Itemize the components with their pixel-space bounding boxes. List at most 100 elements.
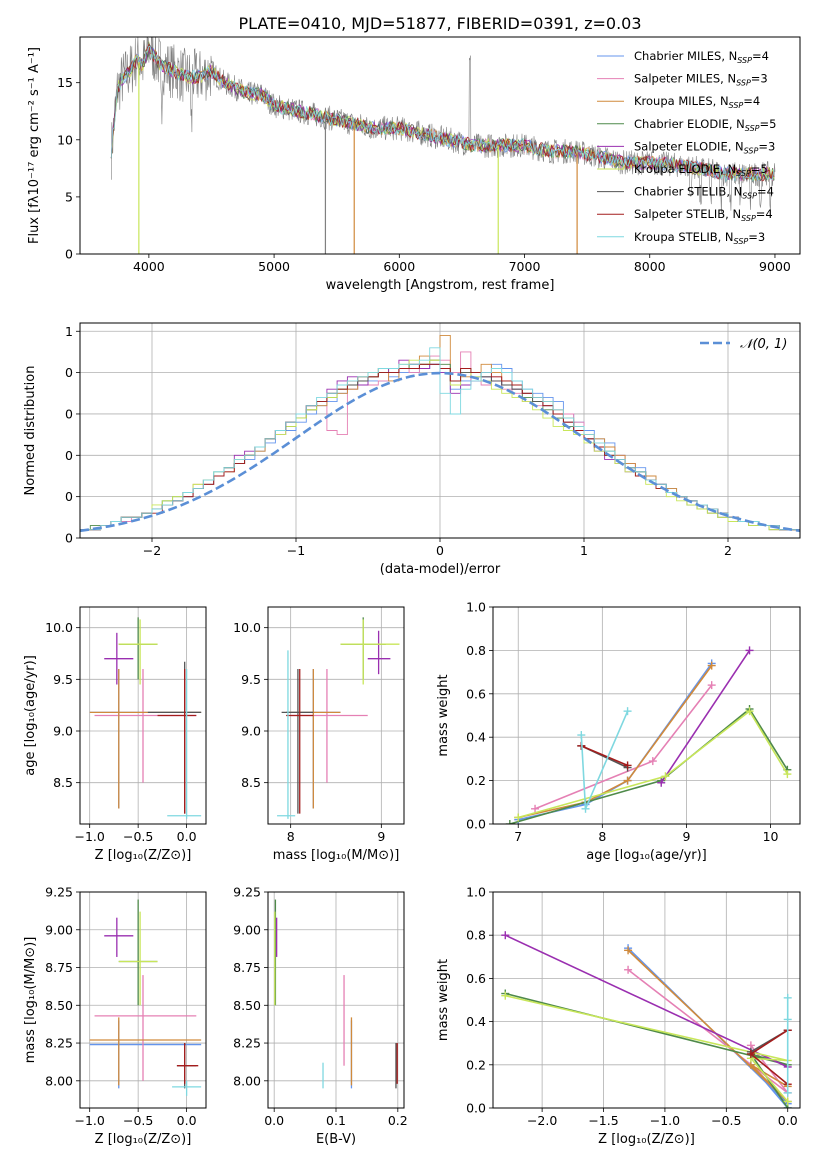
plot-area bbox=[80, 334, 800, 538]
weight-marker bbox=[624, 946, 633, 955]
y-axis-label: mass [log₁₀(M/M⊙)] bbox=[23, 937, 38, 1064]
x-tick-label: 0 bbox=[436, 543, 444, 558]
x-tick-label: −0.5 bbox=[711, 1113, 741, 1128]
y-tick-label: 0.0 bbox=[466, 817, 486, 832]
plot-area bbox=[505, 646, 792, 824]
errorbar-point bbox=[176, 1043, 199, 1084]
weight-marker bbox=[648, 757, 657, 766]
errorbar-point bbox=[89, 1017, 202, 1086]
legend-label: Salpeter MILES, NSSP=3 bbox=[634, 72, 768, 88]
legend-label: 𝒩(0, 1) bbox=[740, 337, 787, 352]
axes-frame bbox=[79, 322, 801, 539]
y-tick-label: 1.0 bbox=[466, 885, 486, 900]
weight-line bbox=[660, 649, 751, 784]
x-tick-label: 0.2 bbox=[388, 1113, 408, 1128]
y-tick-label: 0 bbox=[65, 531, 73, 546]
x-tick-label: 9 bbox=[682, 829, 690, 844]
x-tick-label: 8000 bbox=[634, 259, 666, 274]
y-tick-label: 9.0 bbox=[53, 724, 73, 739]
y-tick-label: 0 bbox=[65, 489, 73, 504]
axes-frame bbox=[492, 891, 801, 1109]
weight-marker bbox=[657, 778, 666, 787]
y-tick-label: 8.25 bbox=[45, 1036, 73, 1051]
errorbar-point bbox=[104, 632, 134, 685]
errorbar-point bbox=[104, 917, 134, 957]
axes-frame bbox=[267, 891, 405, 1109]
weight-marker bbox=[581, 804, 590, 813]
plot-area bbox=[501, 931, 792, 1108]
x-axis-label: Z [log₁₀(Z/Z⊙)] bbox=[598, 1132, 695, 1147]
x-tick-label: 5000 bbox=[258, 259, 290, 274]
y-tick-label: 15 bbox=[57, 75, 73, 90]
x-tick-label: 8 bbox=[287, 829, 295, 844]
x-tick-label: 7000 bbox=[509, 259, 541, 274]
y-tick-label: 0 bbox=[65, 365, 73, 380]
y-tick-label: 0.2 bbox=[466, 773, 486, 788]
errorbar-point bbox=[147, 661, 202, 814]
errorbar-point bbox=[94, 975, 197, 1081]
legend-label: Chabrier STELIB, NSSP=4 bbox=[634, 185, 774, 201]
weight-marker bbox=[577, 731, 586, 740]
errorbar-point bbox=[340, 619, 400, 685]
errorbar-point bbox=[118, 899, 158, 1006]
weight-line bbox=[505, 994, 789, 1103]
y-tick-label: 1.0 bbox=[466, 600, 486, 615]
errorbar-point bbox=[286, 669, 314, 814]
y-tick-label: 1 bbox=[65, 324, 73, 339]
weight-line bbox=[504, 934, 789, 1068]
y-tick-label: 0 bbox=[65, 406, 73, 421]
weight-marker bbox=[623, 776, 632, 785]
x-tick-label: 0.0 bbox=[264, 1113, 284, 1128]
y-tick-label: 8.50 bbox=[233, 998, 261, 1013]
x-tick-label: −1 bbox=[287, 543, 305, 558]
weight-line bbox=[580, 745, 628, 767]
y-tick-label: 8.5 bbox=[53, 775, 73, 790]
axes-frame bbox=[79, 36, 801, 255]
y-tick-label: 9.0 bbox=[241, 724, 261, 739]
chart-residuals: −2 −1 0 1 2 0 0 0 0 0 1 (data-model)/error Normed di… bbox=[23, 322, 801, 577]
weight-marker bbox=[783, 993, 792, 1002]
chart-weight-vs-age: 7 8 9 10 0.0 0.2 0.4 0.6 0.8 1.0 age [log₁₀(age/yr… bbox=[436, 600, 801, 863]
weight-marker bbox=[746, 1050, 755, 1058]
axes-frame bbox=[492, 606, 801, 825]
y-tick-label: 8.75 bbox=[233, 960, 261, 975]
y-tick-label: 0.6 bbox=[466, 686, 486, 701]
x-tick-label: 0.1 bbox=[326, 1113, 346, 1128]
x-tick-label: −1.5 bbox=[588, 1113, 618, 1128]
y-tick-label: 8.00 bbox=[233, 1073, 261, 1088]
x-axis-label: age [log₁₀(age/yr)] bbox=[586, 848, 707, 863]
figure-title: PLATE=0410, MJD=51877, FIBERID=0391, z=0… bbox=[238, 14, 641, 33]
errorbar-point bbox=[157, 669, 197, 814]
plot-area bbox=[274, 899, 398, 1089]
weight-marker bbox=[707, 661, 716, 670]
chart-mass-vs-Z: −1.0 −0.5 0.0 8.00 8.25 8.50 8.75 9.00 9.25 Z [lo… bbox=[23, 885, 207, 1147]
axes-frame bbox=[79, 606, 207, 825]
y-tick-label: 0 bbox=[65, 448, 73, 463]
legend-label: Kroupa STELIB, NSSP=3 bbox=[634, 230, 765, 246]
legend-label: Salpeter STELIB, NSSP=4 bbox=[634, 207, 773, 223]
x-tick-label: −1.0 bbox=[75, 829, 105, 844]
y-tick-label: 8.25 bbox=[233, 1036, 261, 1051]
weight-marker bbox=[624, 965, 633, 974]
y-tick-label: 8.00 bbox=[45, 1073, 73, 1088]
y-tick-label: 0 bbox=[65, 247, 73, 262]
y-tick-label: 9.5 bbox=[241, 672, 261, 687]
x-axis-label: Z [log₁₀(Z/Z⊙)] bbox=[95, 1132, 192, 1147]
weight-marker bbox=[531, 804, 540, 813]
charts-layer: 4000 5000 6000 7000 8000 9000051015wavelength… bbox=[23, 36, 801, 1147]
x-axis-label: (data-model)/error bbox=[380, 562, 501, 577]
weight-marker bbox=[783, 1088, 792, 1097]
weight-marker bbox=[745, 646, 754, 655]
weight-marker bbox=[623, 761, 632, 770]
legend-label: Kroupa ELODIE, NSSP=5 bbox=[634, 162, 768, 178]
errorbar-point bbox=[167, 669, 202, 819]
y-tick-label: 9.5 bbox=[53, 672, 73, 687]
weight-marker bbox=[623, 707, 632, 716]
plot-area bbox=[89, 617, 202, 819]
y-tick-label: 0.2 bbox=[466, 1057, 486, 1072]
legend-label: Chabrier ELODIE, NSSP=5 bbox=[634, 117, 776, 133]
weight-marker bbox=[783, 770, 792, 779]
y-axis-label: Flux [fλ10⁻¹⁷ erg cm⁻² s⁻¹ A⁻¹] bbox=[27, 47, 42, 244]
x-tick-label: 9000 bbox=[759, 259, 791, 274]
errorbar-point bbox=[94, 669, 197, 783]
